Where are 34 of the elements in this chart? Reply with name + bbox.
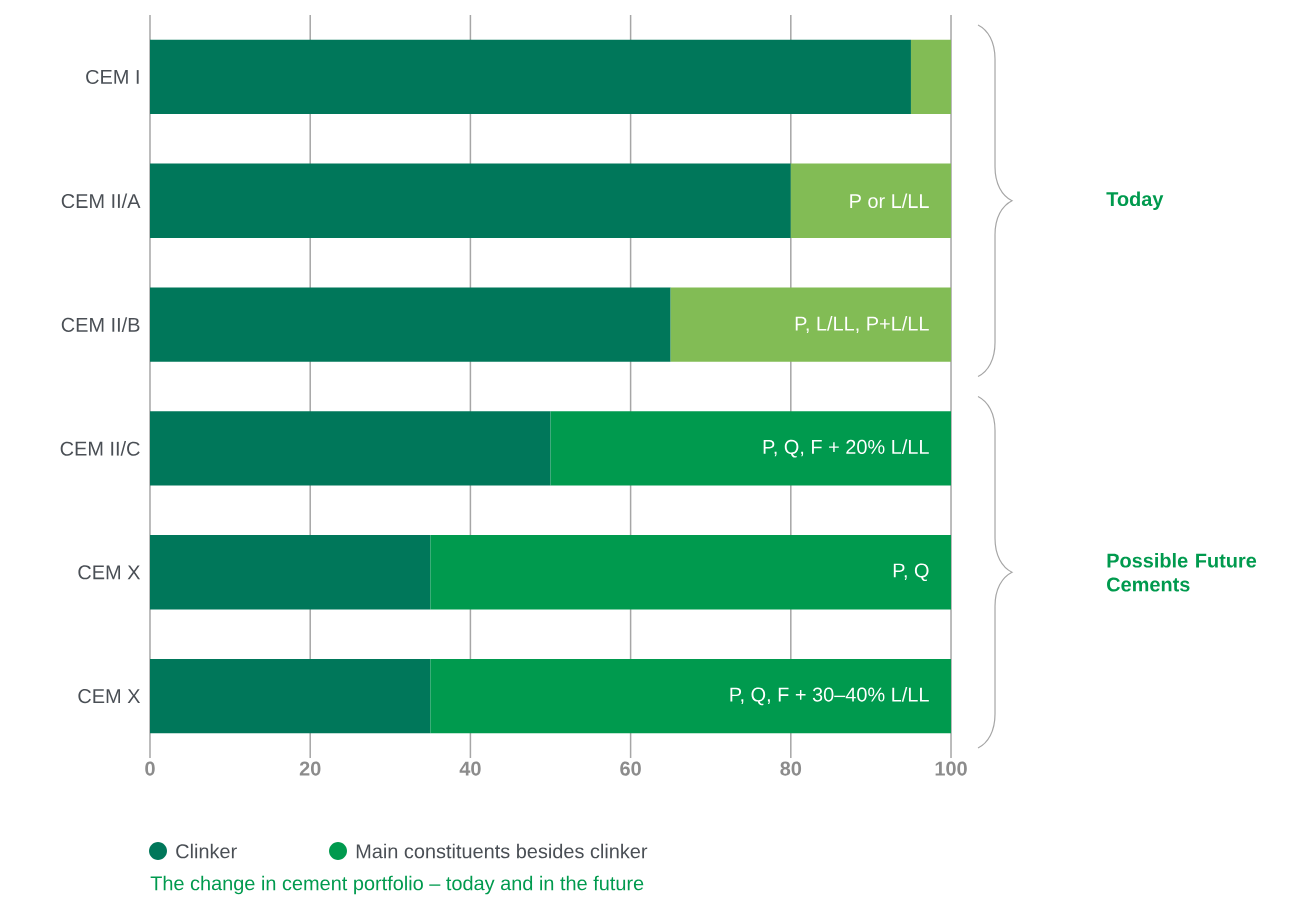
- annotation: P, Q, F + 20% L/LL: [763, 439, 929, 458]
- bar: [430, 535, 952, 610]
- annotation: P, Q: [893, 563, 929, 582]
- y-tick-label: CEM II/A: [61, 193, 141, 209]
- bar: [150, 39, 911, 115]
- x-tick-label: 60: [620, 761, 641, 776]
- y-tick-label: CEM I: [86, 69, 139, 84]
- bar: [670, 287, 952, 362]
- y-tick-label: CEM X: [78, 565, 141, 580]
- bar: [150, 163, 791, 238]
- legend-label: Main constituents besides clinker: [356, 843, 648, 859]
- x-tick-label: 20: [299, 761, 321, 776]
- bar: [790, 163, 952, 238]
- bar: [150, 287, 671, 362]
- bar: [430, 658, 952, 734]
- bar: [550, 411, 952, 486]
- x-tick-label: 100: [935, 761, 967, 776]
- legend-label: Clinker: [176, 843, 237, 859]
- bar: [910, 39, 952, 115]
- text: The change in cement portfolio – today and in the future: [150, 875, 644, 895]
- annotation: P, Q, F + 30–40% L/LL: [730, 687, 929, 706]
- y-tick-label: CEM X: [78, 689, 141, 704]
- x-tick-label: 0: [145, 761, 155, 776]
- y-tick-label: CEM II/B: [61, 317, 140, 332]
- x-tick-label: 40: [459, 761, 481, 776]
- annotation: P or L/LL: [850, 193, 929, 209]
- text: Today: [1106, 191, 1164, 211]
- y-tick-label: CEM II/C: [60, 441, 140, 456]
- x-tick-label: 80: [780, 761, 802, 776]
- bar: [150, 411, 551, 486]
- annotation: P, L/LL, P+L/LL: [795, 316, 929, 334]
- text: Possible Future Cements: [1107, 552, 1257, 592]
- bar: [150, 658, 431, 734]
- bar: [150, 535, 431, 610]
